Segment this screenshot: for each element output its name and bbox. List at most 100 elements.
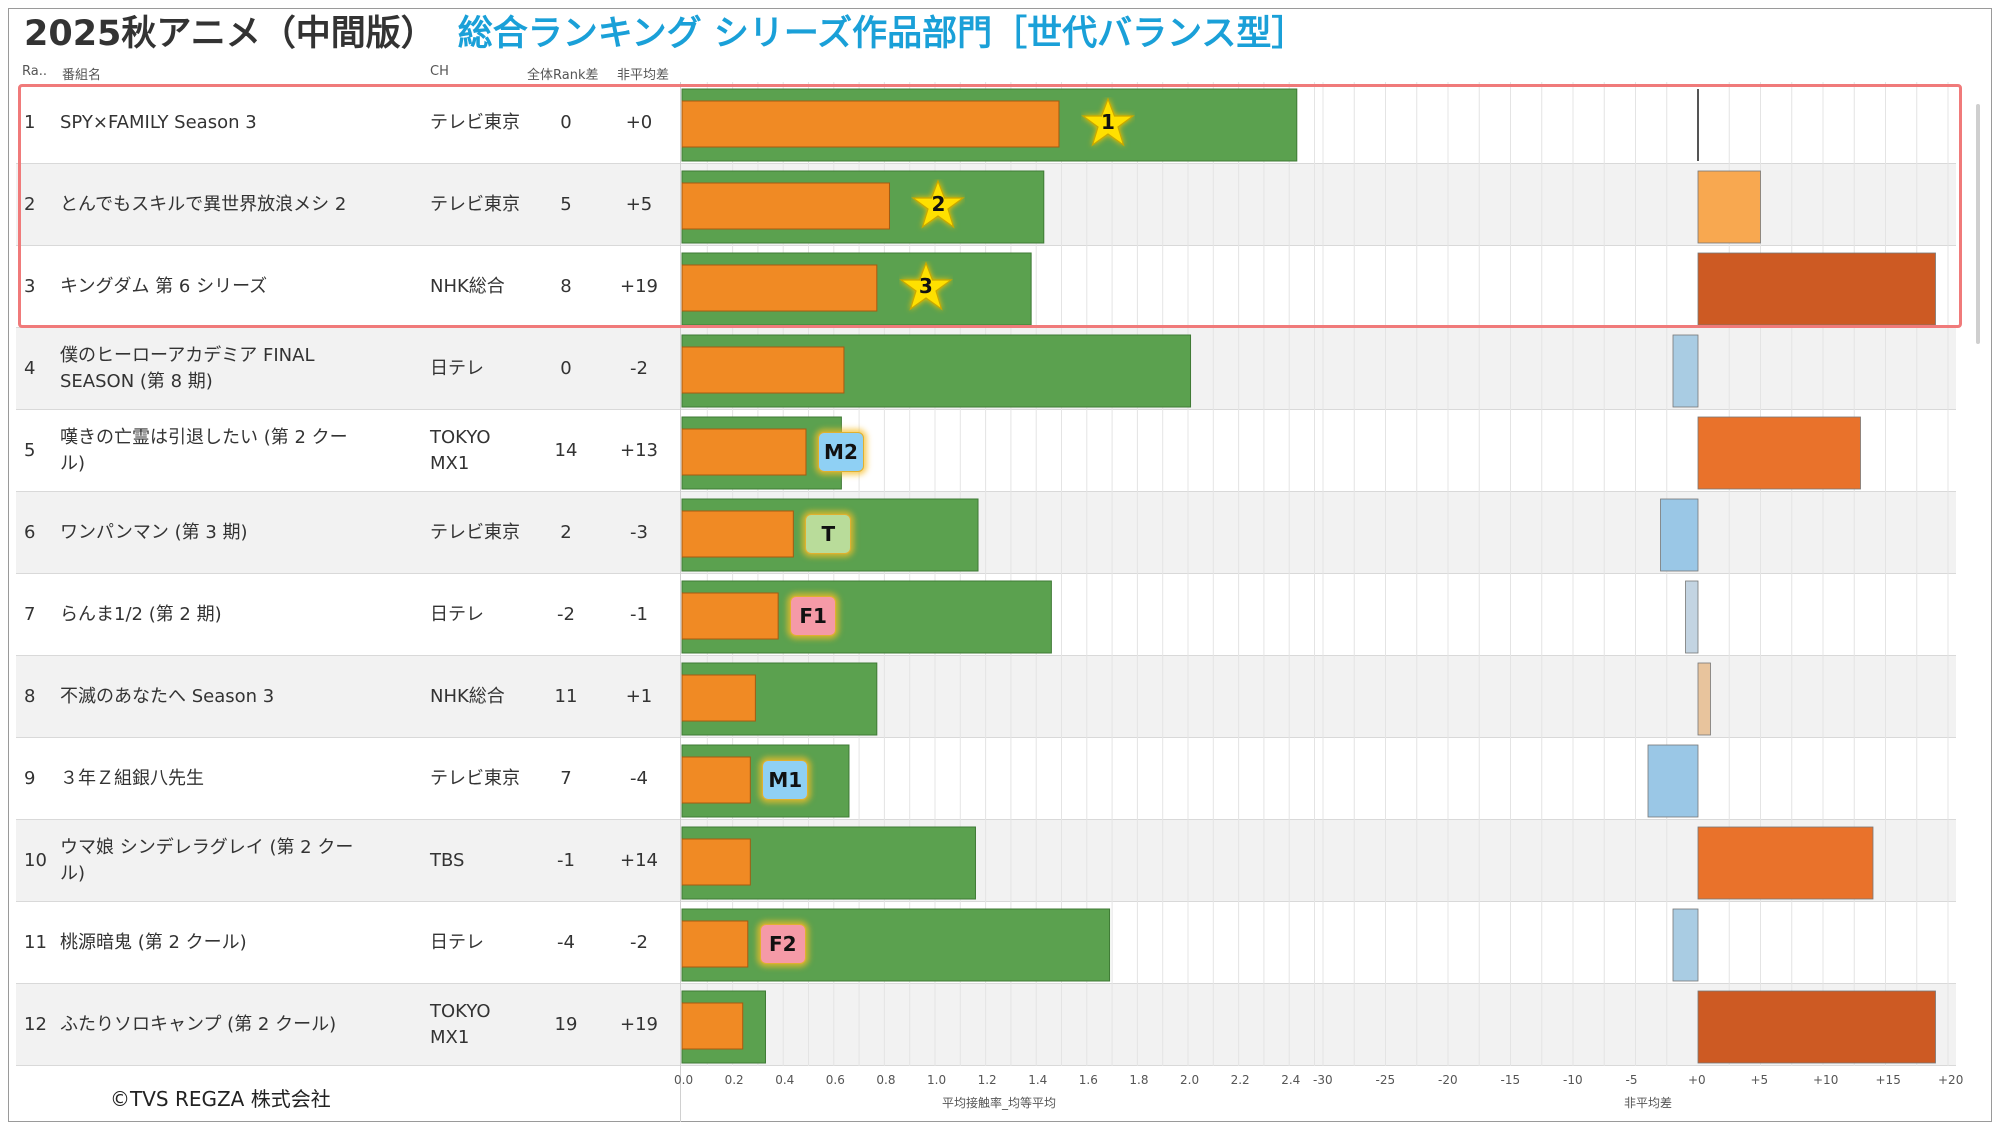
- row-rank-diff: 5: [560, 194, 572, 215]
- left-axis-tick: 2.2: [1230, 1073, 1250, 1087]
- header-rank-diff[interactable]: 全体Rank差: [527, 68, 599, 83]
- deviation-bar[interactable]: [1697, 170, 1761, 244]
- top3-highlight: [18, 84, 1962, 328]
- title-main: 2025秋アニメ（中間版）: [24, 14, 436, 54]
- generation-contact-bar[interactable]: [681, 182, 890, 230]
- row-channel: テレビ東京: [430, 112, 520, 133]
- rank-star-icon: 3: [898, 261, 953, 315]
- row-rank: 4: [24, 358, 36, 379]
- row-rank-diff: -1: [557, 850, 575, 871]
- row-rank: 10: [24, 850, 47, 871]
- left-axis-tick: 1.6: [1078, 1073, 1098, 1087]
- deviation-bar[interactable]: [1697, 252, 1936, 326]
- row-rank: 2: [24, 194, 36, 215]
- deviation-bar[interactable]: [1685, 580, 1699, 654]
- row-rank-diff: 11: [554, 686, 578, 707]
- generation-contact-bar[interactable]: [681, 674, 756, 722]
- row-rank-diff: 19: [554, 1014, 578, 1035]
- deviation-bar[interactable]: [1697, 662, 1711, 736]
- generation-contact-bar[interactable]: [681, 428, 807, 476]
- segment-badge: M2: [817, 432, 864, 472]
- row-channel: テレビ東京: [430, 194, 520, 215]
- header-name[interactable]: 番組名: [62, 68, 102, 83]
- row-rank: 7: [24, 604, 36, 625]
- deviation-bar[interactable]: [1697, 416, 1861, 490]
- deviation-bar[interactable]: [1660, 498, 1699, 572]
- scrollbar[interactable]: [1976, 104, 1980, 344]
- header-deviation[interactable]: 非平均差: [617, 68, 670, 83]
- row-rank-diff: 0: [560, 358, 572, 379]
- row-program-name: ３年Ｚ組銀八先生: [60, 768, 204, 789]
- row-deviation: +19: [620, 276, 658, 297]
- deviation-bar[interactable]: [1672, 334, 1699, 408]
- generation-contact-bar[interactable]: [681, 592, 779, 640]
- left-axis-tick: 2.4: [1281, 1073, 1301, 1087]
- row-rank-diff: 7: [560, 768, 572, 789]
- row-rank: 1: [24, 112, 36, 133]
- row-channel: テレビ東京: [430, 768, 520, 789]
- star-label: 2: [931, 192, 946, 216]
- left-axis-tick: 1.8: [1129, 1073, 1149, 1087]
- row-rank-diff: 8: [560, 276, 572, 297]
- generation-contact-bar[interactable]: [681, 264, 878, 312]
- row-program-name: 僕のヒーローアカデミア FINAL SEASON (第 8 期): [60, 345, 315, 392]
- row-deviation: +5: [625, 194, 653, 215]
- row-rank: 3: [24, 276, 36, 297]
- row-program-name: SPY×FAMILY Season 3: [60, 112, 257, 133]
- right-axis-tick: +10: [1813, 1073, 1839, 1087]
- row-channel: TOKYO MX1: [430, 427, 491, 474]
- segment-badge: F1: [790, 596, 837, 636]
- row-channel: TOKYO MX1: [430, 1001, 491, 1048]
- chart-frame: [8, 8, 1992, 1122]
- generation-contact-bar[interactable]: [681, 346, 845, 394]
- generation-contact-bar[interactable]: [681, 1002, 744, 1050]
- generation-contact-bar[interactable]: [681, 756, 751, 804]
- segment-badge: T: [805, 514, 852, 554]
- row-channel: 日テレ: [430, 358, 484, 379]
- right-axis-tick: -10: [1563, 1073, 1583, 1087]
- left-axis-tick: 0.6: [825, 1073, 845, 1087]
- row-channel: TBS: [430, 850, 465, 871]
- deviation-bar[interactable]: [1672, 908, 1699, 982]
- deviation-bar[interactable]: [1697, 990, 1936, 1064]
- row-deviation: -4: [630, 768, 648, 789]
- row-channel: 日テレ: [430, 932, 484, 953]
- row-rank-diff: -2: [557, 604, 575, 625]
- row-deviation: +13: [620, 440, 658, 461]
- row-rank: 6: [24, 522, 36, 543]
- generation-contact-bar[interactable]: [681, 920, 749, 968]
- row-rank: 8: [24, 686, 36, 707]
- rank-star-icon: 1: [1081, 97, 1135, 151]
- row-deviation: +0: [625, 112, 653, 133]
- deviation-bar[interactable]: [1647, 744, 1699, 818]
- row-program-name: 嘆きの亡霊は引退したい (第 2 クール): [60, 427, 348, 474]
- avg-contact-bar[interactable]: [681, 908, 1111, 982]
- row-channel: 日テレ: [430, 604, 484, 625]
- row-program-name: とんでもスキルで異世界放浪メシ 2: [60, 194, 347, 215]
- generation-contact-bar[interactable]: [681, 838, 751, 886]
- row-channel: NHK総合: [430, 276, 505, 297]
- row-rank-diff: 2: [560, 522, 572, 543]
- row-program-name: ウマ娘 シンデレラグレイ (第 2 クール): [60, 837, 354, 884]
- row-deviation: -3: [630, 522, 648, 543]
- right-axis-tick: -15: [1500, 1073, 1521, 1087]
- row-deviation: +1: [625, 686, 653, 707]
- title-sub: 総合ランキング シリーズ作品部門［世代バランス型］: [457, 14, 1307, 54]
- right-axis-tick: -25: [1375, 1073, 1396, 1087]
- generation-contact-bar[interactable]: [681, 510, 794, 558]
- header-ch[interactable]: CH: [430, 64, 449, 79]
- copyright: ©TVS REGZA 株式会社: [110, 1087, 331, 1111]
- deviation-bar[interactable]: [1697, 826, 1874, 900]
- left-axis-tick: 2.0: [1180, 1073, 1200, 1087]
- row-rank: 11: [24, 932, 47, 953]
- left-axis-tick: 0.8: [876, 1073, 896, 1087]
- right-axis-tick: -20: [1438, 1073, 1458, 1087]
- segment-badge: F2: [759, 924, 806, 964]
- generation-contact-bar[interactable]: [681, 100, 1060, 148]
- row-rank-diff: -4: [557, 932, 575, 953]
- header-rank[interactable]: Ra..: [22, 64, 47, 79]
- row-rank: 5: [24, 440, 36, 461]
- segment-badge: M1: [762, 760, 809, 800]
- left-axis-tick: 1.2: [977, 1073, 997, 1087]
